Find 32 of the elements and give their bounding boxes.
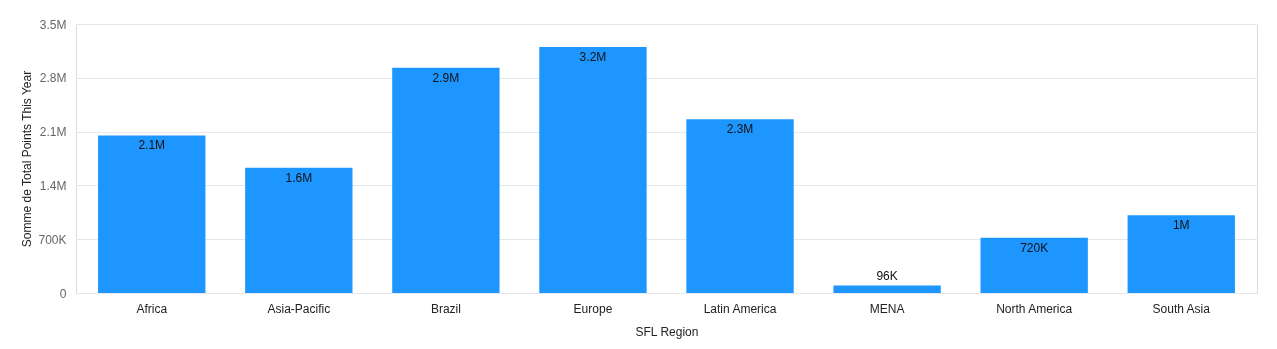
x-tick-label: Asia-Pacific (267, 301, 331, 316)
x-tick-label: MENA (869, 301, 905, 316)
bar (980, 237, 1088, 293)
x-tick-label: South Asia (1152, 301, 1211, 316)
x-tick-label: Africa (136, 301, 168, 316)
data-label: 3.2M (579, 50, 607, 65)
bar (245, 167, 353, 293)
x-tick-label: Latin America (703, 301, 777, 316)
y-tick-label: 700K (38, 232, 67, 247)
x-tick-label: Europe (573, 301, 613, 316)
x-axis-title: SFL Region (635, 324, 699, 339)
data-label: 2.9M (432, 70, 460, 85)
data-label: 96K (876, 268, 898, 283)
data-label: 2.1M (138, 138, 166, 153)
bar (833, 285, 941, 293)
y-tick-label: 2.8M (39, 71, 67, 86)
y-tick-label: 3.5M (39, 17, 67, 32)
y-tick-label: 2.1M (39, 125, 67, 140)
x-tick-label: Brazil (430, 301, 461, 316)
bar (392, 67, 500, 293)
bar (686, 119, 794, 293)
y-tick-label: 1.4M (39, 178, 67, 193)
data-label: 2.3M (726, 122, 754, 137)
bar (1127, 215, 1235, 293)
bar (539, 47, 647, 293)
data-label: 1M (1172, 218, 1190, 233)
bar (98, 135, 206, 293)
data-label: 720K (1020, 240, 1049, 255)
y-tick-label: 0 (59, 286, 67, 301)
y-axis-title: Somme de Total Points This Year (20, 70, 35, 248)
x-tick-label: North America (996, 301, 1073, 316)
data-label: 1.6M (285, 170, 313, 185)
